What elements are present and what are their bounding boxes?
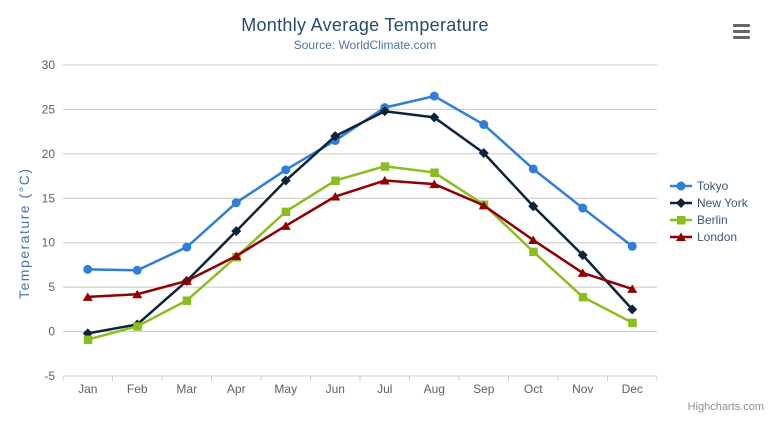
square-marker-icon[interactable] bbox=[578, 292, 588, 302]
y-tick-label: 5 bbox=[48, 280, 55, 294]
diamond-marker-icon[interactable] bbox=[379, 106, 390, 117]
y-tick-label: 25 bbox=[42, 102, 56, 116]
diamond-marker-icon[interactable] bbox=[577, 250, 588, 261]
legend-label-tokyo: Tokyo bbox=[697, 179, 729, 193]
legend-item-london[interactable]: London bbox=[670, 229, 748, 245]
hamburger-icon[interactable] bbox=[731, 22, 753, 41]
triangle-marker-icon[interactable] bbox=[330, 192, 341, 201]
circle-marker-icon[interactable] bbox=[528, 164, 538, 174]
square-marker-icon[interactable] bbox=[430, 168, 439, 178]
diamond-marker-icon[interactable] bbox=[676, 198, 686, 208]
square-marker-icon[interactable] bbox=[628, 318, 637, 328]
circle-marker-icon[interactable] bbox=[627, 241, 637, 251]
diamond-marker-icon[interactable] bbox=[280, 175, 291, 186]
square-marker-icon[interactable] bbox=[331, 176, 340, 186]
x-tick-label: Nov bbox=[572, 382, 593, 396]
diamond-marker-icon[interactable] bbox=[478, 147, 489, 158]
chart-subtitle: Source: WorldClimate.com bbox=[293, 38, 437, 52]
x-tick-label: Aug bbox=[424, 382, 445, 396]
x-tick-label: Mar bbox=[176, 382, 197, 396]
y-tick-label: 20 bbox=[42, 147, 56, 161]
circle-marker-icon[interactable] bbox=[132, 265, 142, 275]
x-tick-label: Sep bbox=[473, 382, 495, 396]
triangle-marker-icon[interactable] bbox=[280, 221, 291, 230]
diamond-marker-icon[interactable] bbox=[627, 304, 638, 315]
legend-label-berlin: Berlin bbox=[697, 213, 728, 227]
square-marker-icon[interactable] bbox=[380, 162, 390, 171]
y-tick-label: 15 bbox=[42, 191, 56, 205]
circle-marker-icon[interactable] bbox=[578, 203, 588, 213]
square-marker-icon[interactable] bbox=[529, 247, 538, 257]
series-line-new-york[interactable] bbox=[86, 109, 634, 335]
series-line-tokyo[interactable] bbox=[86, 94, 634, 272]
triangle-marker-icon[interactable] bbox=[82, 292, 93, 301]
x-tick-label: Jun bbox=[326, 382, 345, 396]
credits-link[interactable]: Highcharts.com bbox=[687, 401, 764, 413]
triangle-marker-icon[interactable] bbox=[231, 251, 242, 261]
diamond-marker-icon[interactable] bbox=[429, 112, 440, 123]
triangle-marker-icon[interactable] bbox=[478, 200, 489, 210]
legend-triangle-marker-icon bbox=[670, 232, 692, 242]
x-tick-label: Feb bbox=[127, 382, 148, 396]
triangle-marker-icon[interactable] bbox=[528, 235, 539, 245]
diamond-marker-icon[interactable] bbox=[330, 131, 341, 142]
legend-diamond-marker-icon bbox=[670, 198, 692, 208]
circle-marker-icon[interactable] bbox=[479, 120, 489, 130]
y-tick-label: 30 bbox=[42, 58, 56, 72]
chart-title: Monthly Average Temperature bbox=[241, 15, 489, 35]
legend-item-tokyo[interactable]: Tokyo bbox=[670, 178, 748, 194]
x-tick-label: Jul bbox=[377, 382, 392, 396]
legend-square-marker-icon bbox=[670, 216, 692, 225]
x-tick-label: May bbox=[274, 382, 297, 396]
circle-marker-icon[interactable] bbox=[83, 264, 93, 274]
legend-label-london: London bbox=[697, 230, 738, 244]
circle-marker-icon[interactable] bbox=[231, 198, 241, 208]
triangle-marker-icon[interactable] bbox=[181, 276, 192, 285]
x-tick-label: Jan bbox=[78, 382, 97, 396]
circle-marker-icon[interactable] bbox=[182, 242, 192, 252]
triangle-marker-icon[interactable] bbox=[577, 268, 588, 277]
square-marker-icon[interactable] bbox=[677, 216, 686, 225]
circle-marker-icon[interactable] bbox=[429, 91, 439, 101]
hamburger-bar bbox=[733, 36, 750, 39]
circle-marker-icon[interactable] bbox=[676, 181, 686, 191]
triangle-marker-icon[interactable] bbox=[132, 289, 143, 299]
triangle-marker-icon[interactable] bbox=[429, 179, 440, 189]
square-marker-icon[interactable] bbox=[182, 296, 192, 305]
square-marker-icon[interactable] bbox=[133, 322, 142, 331]
y-tick-label: 10 bbox=[42, 236, 56, 250]
square-marker-icon[interactable] bbox=[281, 207, 291, 217]
x-tick-label: Oct bbox=[524, 382, 543, 396]
y-tick-label: -5 bbox=[44, 369, 55, 383]
hamburger-bar bbox=[733, 30, 750, 33]
triangle-marker-icon[interactable] bbox=[676, 232, 686, 242]
series-line-london[interactable] bbox=[86, 179, 634, 299]
legend: Tokyo New York Berlin London bbox=[670, 178, 748, 246]
x-tick-label: Apr bbox=[227, 382, 246, 396]
diamond-marker-icon[interactable] bbox=[231, 226, 242, 237]
x-tick-label: Dec bbox=[622, 382, 643, 396]
circle-marker-icon[interactable] bbox=[281, 165, 291, 175]
y-axis-title: Temperature (°C) bbox=[16, 167, 32, 299]
y-tick-label: 0 bbox=[48, 325, 55, 339]
series-line-berlin[interactable] bbox=[86, 165, 634, 341]
legend-label-new-york: New York bbox=[697, 196, 748, 210]
legend-item-new-york[interactable]: New York bbox=[670, 195, 748, 211]
triangle-marker-icon[interactable] bbox=[627, 284, 638, 293]
legend-item-berlin[interactable]: Berlin bbox=[670, 212, 748, 228]
square-marker-icon[interactable] bbox=[83, 335, 93, 345]
hamburger-bar bbox=[733, 24, 750, 27]
triangle-marker-icon[interactable] bbox=[379, 176, 390, 185]
legend-circle-marker-icon bbox=[670, 181, 692, 191]
diamond-marker-icon[interactable] bbox=[528, 201, 539, 212]
